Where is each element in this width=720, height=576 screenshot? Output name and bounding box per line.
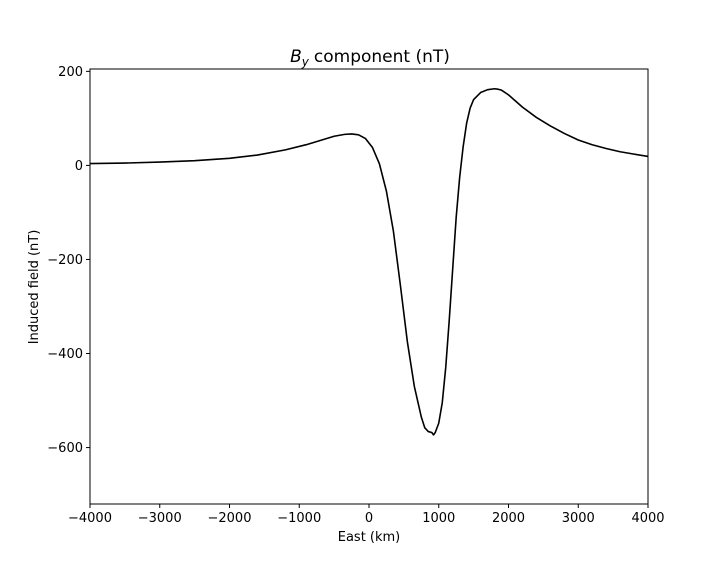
- series-line-0: [89, 87, 649, 436]
- axes: −4000 −3000 −2000 −1000 0 1000 2000 3000 4000200…: [47, 65, 664, 526]
- x-tick-label: 4000: [631, 511, 664, 526]
- chart-title-text: component (nT): [314, 47, 450, 67]
- x-tick-label: −4000: [68, 511, 112, 526]
- y-tick-label: −400: [47, 347, 83, 362]
- chart-title-subscript: y: [301, 55, 310, 69]
- x-tick-label: −1000: [277, 511, 321, 526]
- y-tick-label: −600: [47, 441, 83, 456]
- x-tick-label: 3000: [562, 511, 595, 526]
- y-tick-label: 0: [75, 159, 83, 174]
- chart-title: By component (nT): [290, 47, 450, 69]
- x-tick-label: −2000: [208, 511, 252, 526]
- plot-area: [89, 87, 649, 436]
- x-tick-label: 2000: [492, 511, 525, 526]
- y-axis-label: Induced field (nT): [27, 230, 42, 345]
- y-tick-label: 200: [58, 65, 83, 80]
- x-tick-label: −3000: [138, 511, 182, 526]
- x-axis-label: East (km): [338, 530, 401, 545]
- y-tick-label: −200: [47, 253, 83, 268]
- x-tick-label: 1000: [422, 511, 455, 526]
- x-tick-label: 0: [365, 511, 373, 526]
- chart-title-symbol: B: [290, 47, 302, 67]
